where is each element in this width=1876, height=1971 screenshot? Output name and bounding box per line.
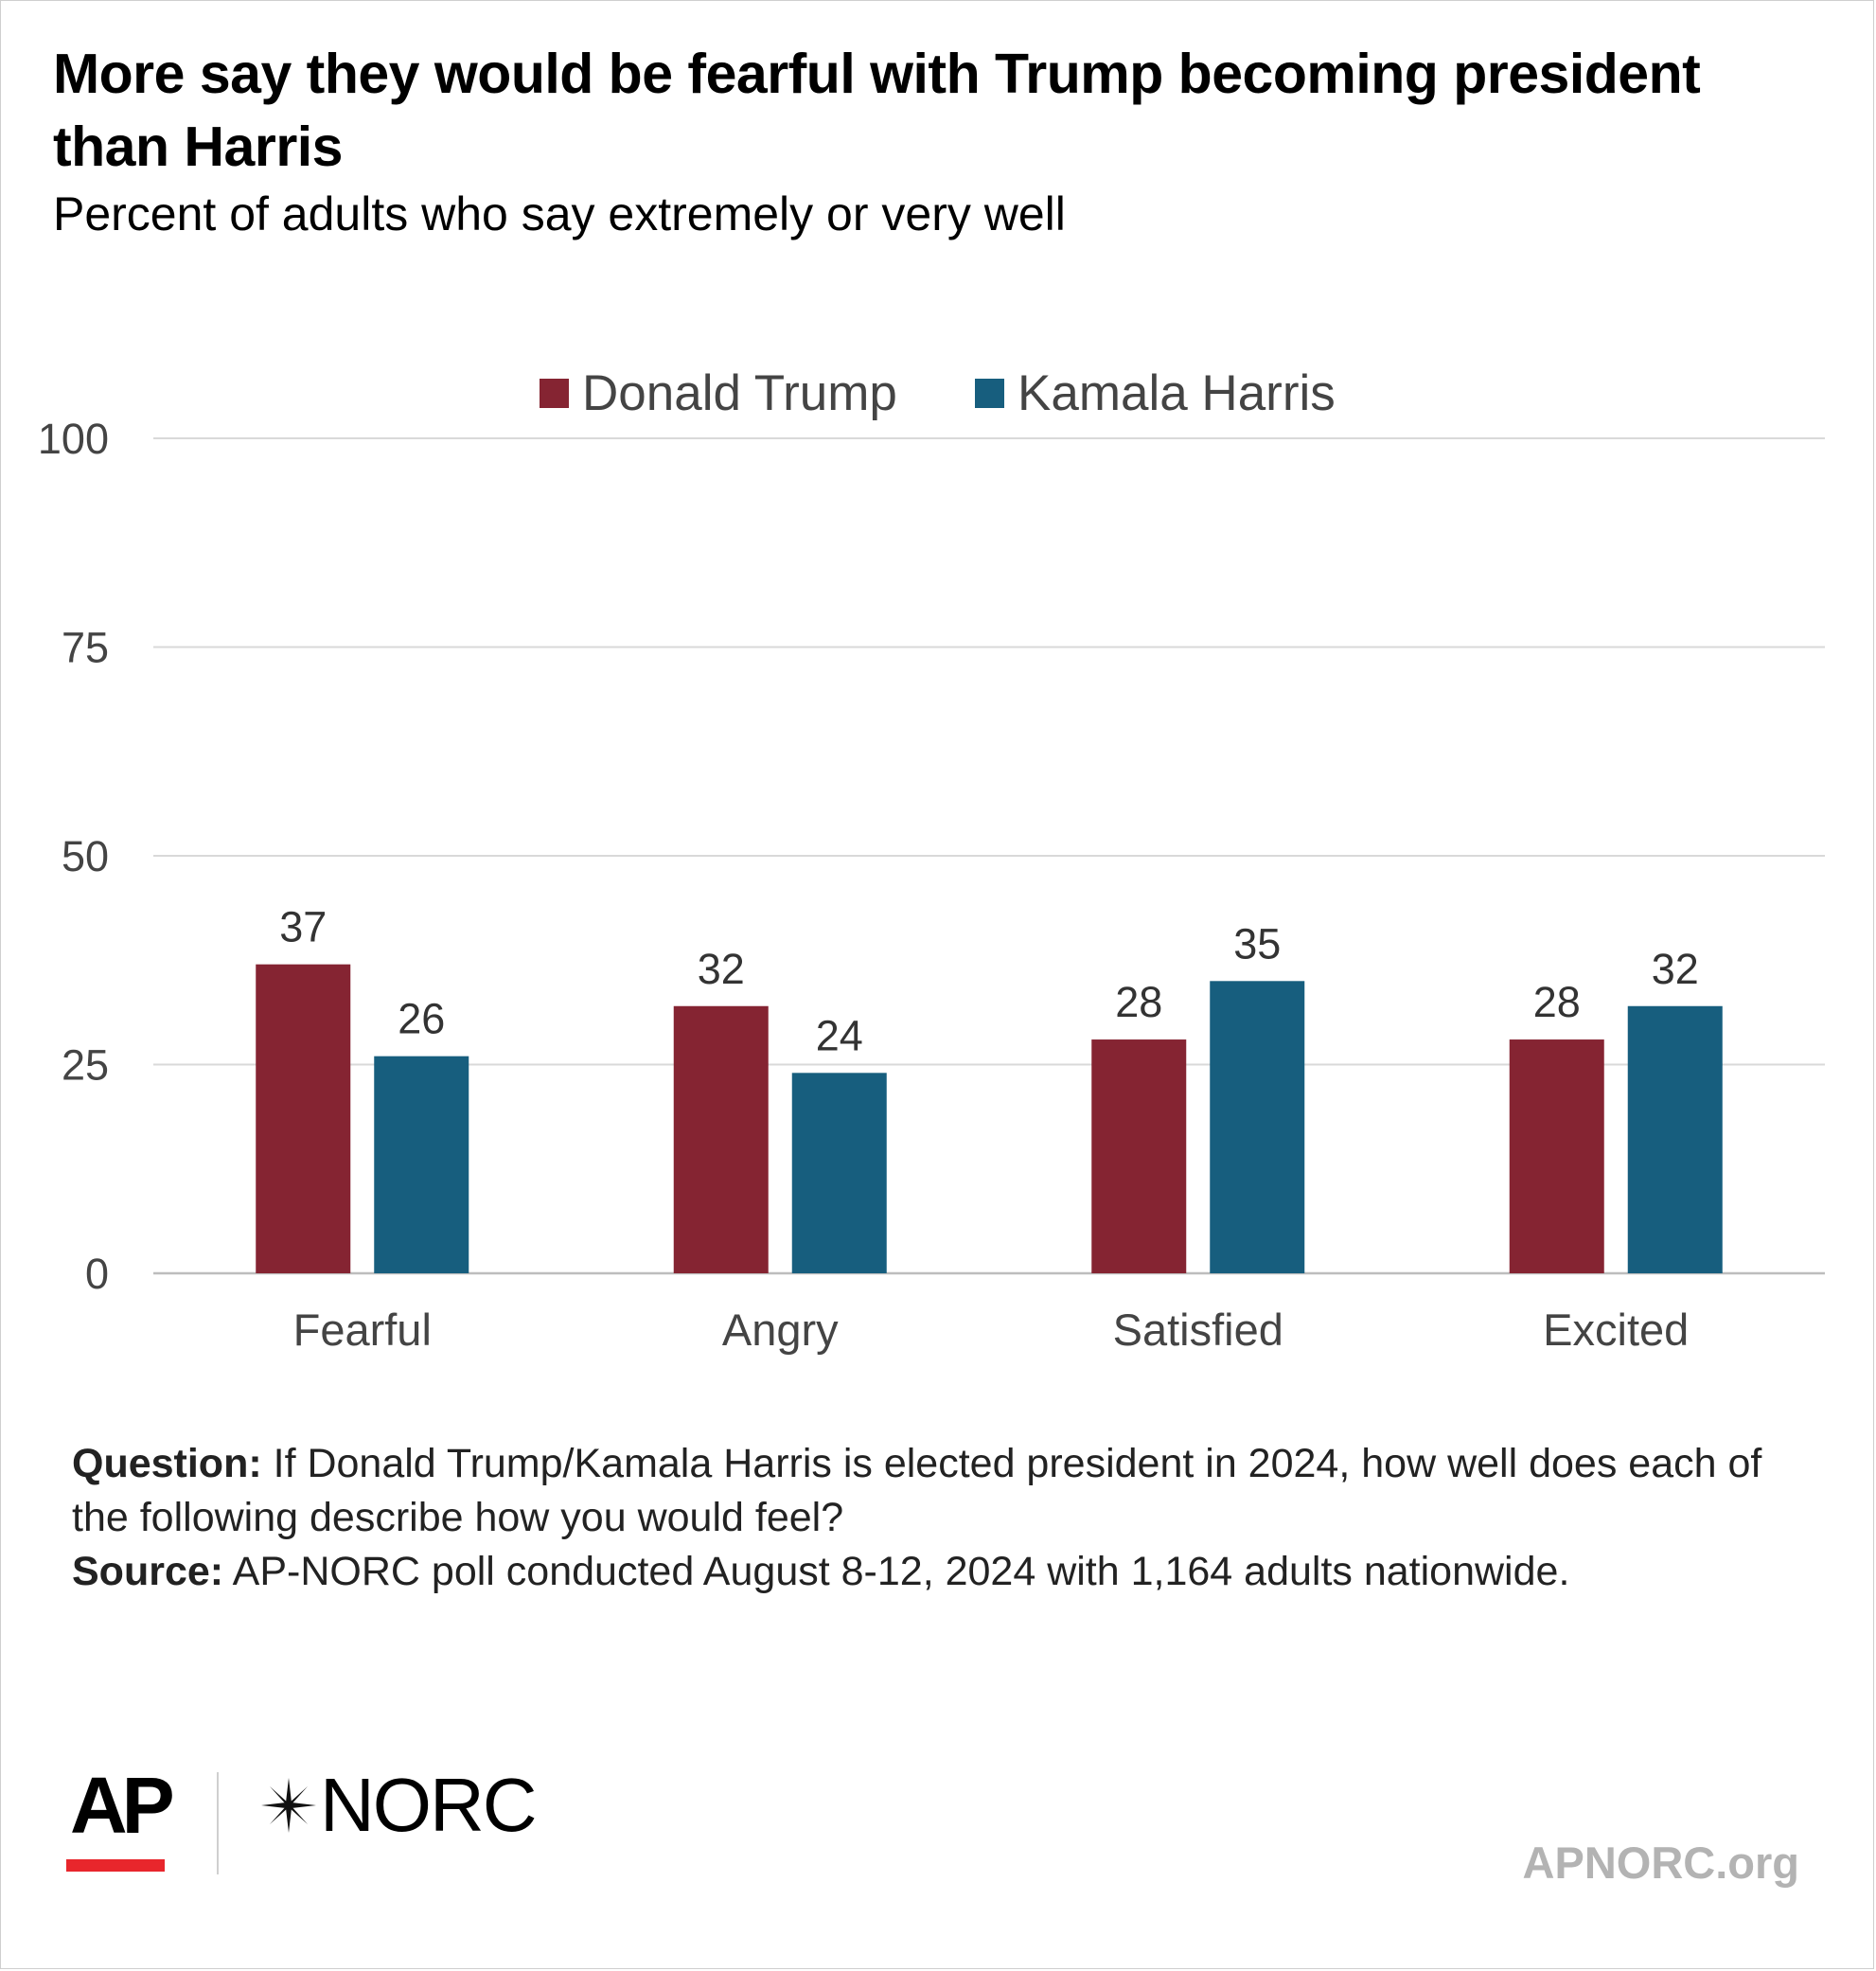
bar-kamala-harris-excited <box>1627 1005 1723 1273</box>
legend-item-kamala-harris: Kamala Harris <box>975 360 1336 426</box>
bar-donald-trump-fearful <box>256 964 351 1273</box>
question-text: If Donald Trump/Kamala Harris is elected… <box>72 1441 1762 1540</box>
chart-subtitle: Percent of adults who say extremely or v… <box>53 187 1066 240</box>
logo-divider <box>217 1772 219 1874</box>
question-label: Question: <box>72 1441 262 1486</box>
bar-chart: 0 25 50 75 100 37 26 Fearful 32 24 Angry 28 35 Satisf… <box>38 417 1825 1355</box>
norc-star-icon <box>261 1778 316 1833</box>
y-tick-label-0: 0 <box>85 1250 109 1298</box>
bar-donald-trump-satisfied <box>1091 1039 1187 1273</box>
chart-legend: Donald Trump Kamala Harris <box>0 360 1876 426</box>
bar-kamala-harris-angry <box>791 1073 887 1273</box>
footer-url: APNORC.org <box>1522 1838 1799 1888</box>
norc-logo: NORC <box>257 1763 538 1848</box>
x-category-label-fearful: Fearful <box>293 1305 432 1355</box>
x-category-label-angry: Angry <box>722 1305 839 1355</box>
x-category-label-excited: Excited <box>1543 1305 1689 1355</box>
y-tick-label-50: 50 <box>62 832 109 880</box>
data-label-donald-trump-satisfied: 28 <box>1115 978 1162 1026</box>
legend-label-donald-trump: Donald Trump <box>582 364 897 421</box>
bar-donald-trump-angry <box>673 1005 769 1273</box>
data-label-donald-trump-fearful: 37 <box>279 903 327 951</box>
legend-swatch-donald-trump <box>540 378 569 408</box>
chart-notes: Question: If Donald Trump/Kamala Harris … <box>72 1437 1814 1599</box>
bar-donald-trump-excited <box>1509 1039 1604 1273</box>
data-label-kamala-harris-excited: 32 <box>1652 945 1699 993</box>
ap-logo-bar <box>66 1859 165 1872</box>
data-label-kamala-harris-angry: 24 <box>816 1011 863 1059</box>
y-tick-label-75: 75 <box>62 624 109 672</box>
x-category-label-satisfied: Satisfied <box>1113 1305 1283 1355</box>
y-tick-label-25: 25 <box>62 1041 109 1090</box>
chart-title: More say they would be fearful with Trum… <box>53 43 1701 178</box>
legend-label-kamala-harris: Kamala Harris <box>1018 364 1336 421</box>
bar-kamala-harris-fearful <box>374 1056 469 1273</box>
legend-item-donald-trump: Donald Trump <box>540 360 897 426</box>
norc-logo-text: NORC <box>320 1763 538 1847</box>
source-label: Source: <box>72 1549 224 1594</box>
source-text: AP-NORC poll conducted August 8-12, 2024… <box>223 1549 1570 1594</box>
source-note: Source: AP-NORC poll conducted August 8-… <box>72 1545 1814 1599</box>
bar-kamala-harris-satisfied <box>1210 981 1305 1273</box>
data-label-kamala-harris-satisfied: 35 <box>1233 919 1281 968</box>
data-label-donald-trump-excited: 28 <box>1533 978 1581 1026</box>
y-tick-label-100: 100 <box>38 417 109 463</box>
ap-logo: AP <box>70 1761 175 1850</box>
data-label-donald-trump-angry: 32 <box>698 945 745 993</box>
question-note: Question: If Donald Trump/Kamala Harris … <box>72 1437 1814 1545</box>
legend-swatch-kamala-harris <box>975 378 1004 408</box>
data-label-kamala-harris-fearful: 26 <box>398 995 445 1043</box>
